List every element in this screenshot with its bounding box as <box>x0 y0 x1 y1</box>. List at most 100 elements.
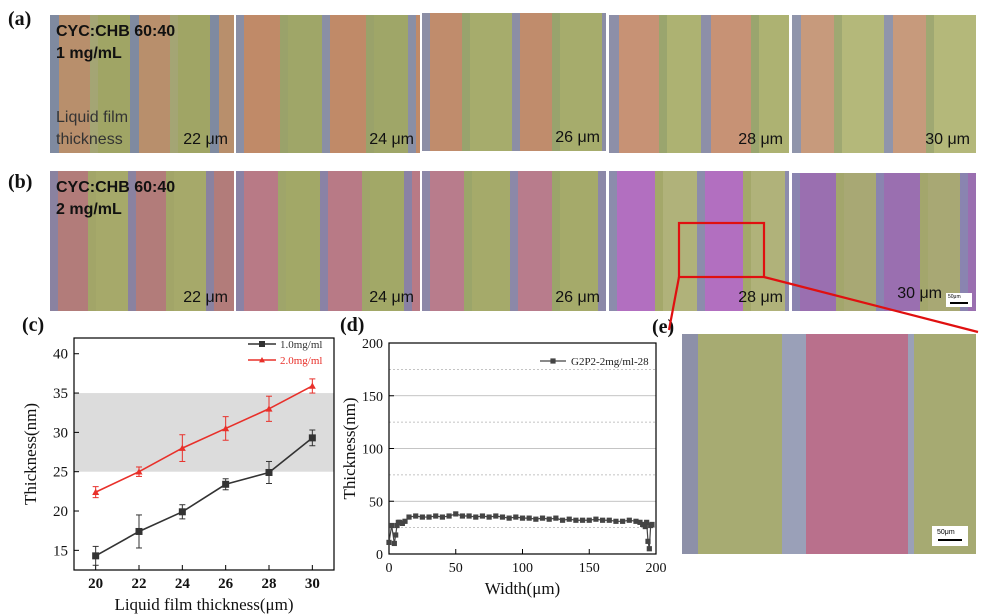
y-tick-label: 25 <box>53 465 68 481</box>
x-tick-label: 0 <box>386 561 393 576</box>
x-tick-label: 50 <box>449 561 463 576</box>
thickness-label: 30 μm <box>897 285 942 302</box>
scale-bar-label: 50μm <box>948 294 961 300</box>
y-axis-label: Thickness(nm) <box>21 403 40 505</box>
thickness-label: 28 μm <box>738 289 783 306</box>
legend-label: 2.0mg/ml <box>280 355 322 367</box>
micrograph-b3: 26 μm <box>422 171 606 311</box>
thickness-label: 24 μm <box>369 131 414 148</box>
data-point <box>386 539 392 545</box>
x-tick-label: 24 <box>175 576 191 592</box>
micrograph-b4: 28 μm <box>609 171 789 311</box>
data-point <box>92 552 100 560</box>
data-point <box>637 519 643 525</box>
data-point <box>553 515 559 521</box>
thickness-label: 22 μm <box>183 131 228 148</box>
plot-frame <box>73 337 335 571</box>
micrograph-a5: 30 μm <box>792 15 976 153</box>
series-line <box>95 437 313 557</box>
data-point <box>135 527 143 535</box>
data-point <box>473 514 479 520</box>
data-point <box>397 519 403 525</box>
legend-label: G2P2-2mg/ml-28 <box>571 356 649 368</box>
thickness-label: 26 μm <box>555 289 600 306</box>
data-point <box>519 515 526 521</box>
data-point <box>394 522 400 529</box>
data-point <box>513 514 519 520</box>
thickness-label: 26 μm <box>555 129 600 146</box>
data-point <box>546 516 552 522</box>
data-point <box>92 488 100 495</box>
data-point <box>539 515 546 521</box>
data-point <box>649 521 655 528</box>
data-point <box>640 521 646 528</box>
x-tick-label: 20 <box>88 576 103 592</box>
legend-marker <box>550 358 556 364</box>
y-tick-label: 40 <box>53 347 68 363</box>
panel-label-b: (b) <box>8 171 33 193</box>
series-line <box>95 385 313 493</box>
data-point <box>466 513 472 519</box>
condition-line2: 1 mg/mL <box>56 45 122 62</box>
data-point <box>426 514 432 520</box>
x-tick-label: 200 <box>646 561 667 576</box>
data-point <box>402 518 408 524</box>
data-point <box>178 444 186 451</box>
y-axis-label: Thickness(nm) <box>340 398 359 500</box>
panel-label-d: (d) <box>340 314 365 336</box>
chart-c: 20 22 24 26 28 30 15 20 25 30 35 40 Liquid film thic… <box>21 337 335 614</box>
liquid-label-line2: thickness <box>56 131 123 148</box>
y-tick-label: 150 <box>362 390 383 405</box>
data-point <box>644 519 650 525</box>
x-tick-label: 22 <box>132 576 147 592</box>
data-point <box>646 546 652 552</box>
data-point <box>391 540 397 547</box>
thickness-label: 24 μm <box>369 289 414 306</box>
data-point <box>433 513 439 519</box>
data-point <box>606 517 612 523</box>
data-point <box>419 514 425 520</box>
panel-label-a: (a) <box>8 8 32 30</box>
data-point <box>566 516 572 522</box>
data-point <box>626 517 632 523</box>
micrograph-b1: CYC:CHB 60:40 2 mg/mL 22 μm <box>50 171 234 311</box>
data-point <box>308 434 316 442</box>
data-point <box>222 480 230 488</box>
condition-line1: CYC:CHB 60:40 <box>56 179 176 196</box>
data-point <box>439 514 445 520</box>
data-point <box>486 514 492 520</box>
shaded-band <box>74 393 334 472</box>
y-tick-label: 0 <box>376 548 383 563</box>
data-point <box>406 514 412 520</box>
data-point <box>586 517 592 523</box>
data-point <box>506 515 512 521</box>
micrograph-b5: 30 μm 50μm <box>792 173 976 311</box>
data-point <box>393 532 399 538</box>
data-point <box>135 468 143 475</box>
x-tick-label: 30 <box>305 576 320 592</box>
condition-line1: CYC:CHB 60:40 <box>56 23 176 40</box>
data-point <box>265 468 273 476</box>
panel-label-c: (c) <box>22 314 45 336</box>
thickness-label: 30 μm <box>925 131 970 148</box>
legend-marker <box>259 357 265 363</box>
data-point <box>499 514 506 520</box>
data-point <box>493 513 499 519</box>
data-point <box>389 522 395 529</box>
data-point <box>633 518 639 524</box>
chart-d: 0 50 100 150 200 0 50 100 150 200 Width(μm) Thickne… <box>340 337 667 598</box>
y-tick-label: 20 <box>53 504 68 520</box>
micrograph-b2: 24 μm <box>236 171 420 311</box>
data-point <box>620 518 626 524</box>
data-point <box>559 517 566 523</box>
thickness-label: 22 μm <box>183 289 228 306</box>
y-tick-label: 200 <box>362 337 383 352</box>
x-axis-label: Width(μm) <box>485 579 560 598</box>
data-point <box>533 516 539 522</box>
micrograph-a1: CYC:CHB 60:40 1 mg/mL Liquid film thickn… <box>50 15 234 153</box>
data-point <box>600 517 606 523</box>
legend-label: 1.0mg/ml <box>280 339 322 351</box>
micrograph-a4: 28 μm <box>609 15 789 153</box>
data-point <box>645 538 651 544</box>
data-point <box>593 516 599 522</box>
